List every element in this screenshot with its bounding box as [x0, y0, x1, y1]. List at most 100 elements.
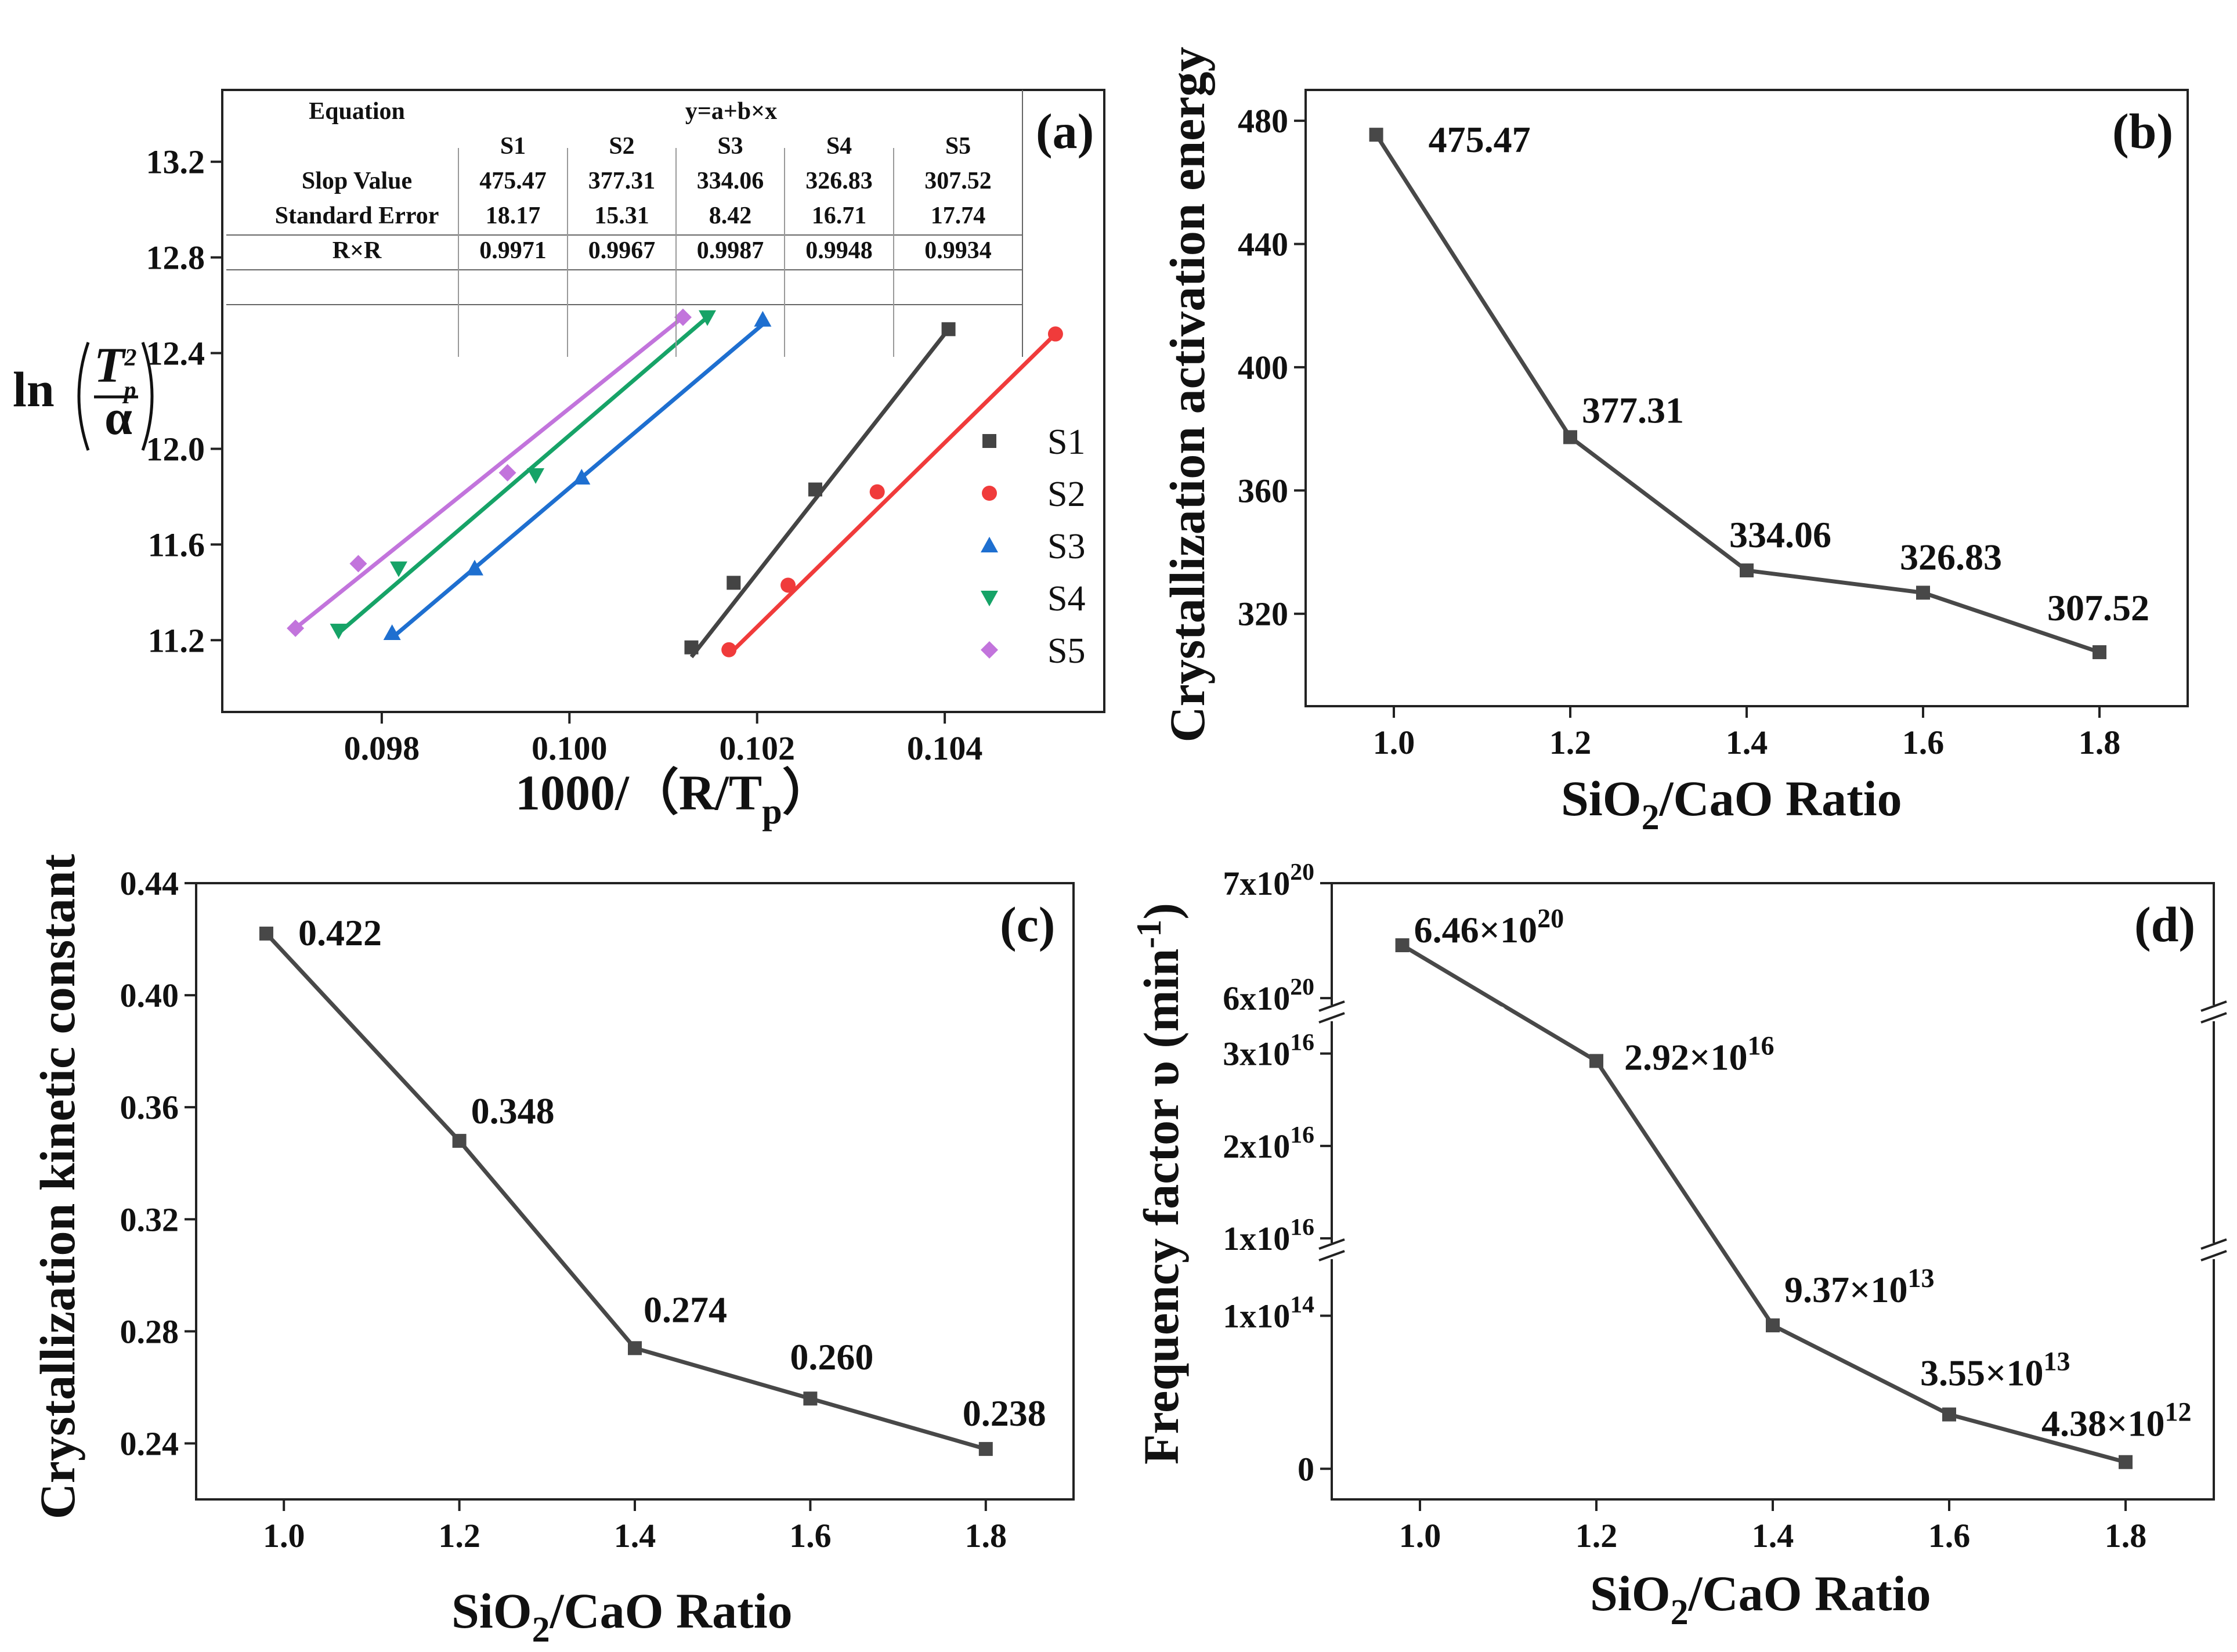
x-tick-label: 0.098 — [344, 729, 420, 767]
data-point — [1942, 1407, 1956, 1422]
y-tick-label: 12.4 — [146, 335, 205, 373]
data-label: 0.260 — [790, 1336, 873, 1378]
table-cell: 334.06 — [697, 168, 764, 194]
table-col-header: S3 — [717, 133, 743, 160]
x-tick-label: 1.8 — [2079, 724, 2121, 761]
x-tick-label: 1.2 — [1575, 1517, 1618, 1555]
data-point — [573, 468, 591, 485]
data-point — [452, 1134, 467, 1148]
axis-break-mark — [1318, 1012, 1345, 1024]
y-tick-label: 1x1016 — [1223, 1214, 1314, 1257]
x-tick-label: 1.2 — [438, 1517, 480, 1555]
data-point — [2119, 1455, 2133, 1469]
data-point — [259, 926, 273, 941]
data-label: 334.06 — [1729, 514, 1831, 555]
data-point — [1369, 128, 1383, 142]
axis-break-mark — [1318, 1000, 1345, 1012]
legend-marker — [981, 641, 998, 659]
panel-b-xlabel: SiO2/CaO Ratio — [1561, 771, 1902, 837]
x-tick-label: 0.102 — [719, 729, 795, 767]
y-tick-label: 0.40 — [120, 977, 179, 1014]
panel-d-xlabel: SiO2/CaO Ratio — [1590, 1566, 1931, 1632]
x-tick-label: 1.0 — [263, 1517, 305, 1555]
table-cell: 8.42 — [709, 203, 752, 229]
x-tick-label: 1.6 — [1902, 724, 1945, 761]
data-label: 0.422 — [298, 912, 382, 953]
data-label: 307.52 — [2047, 587, 2149, 628]
panel-d-tag: (d) — [2134, 897, 2195, 952]
fit-line — [294, 315, 685, 630]
x-tick-label: 1.4 — [614, 1517, 656, 1555]
x-tick-label: 1.6 — [1928, 1517, 1971, 1555]
table-equation: y=a+b×x — [685, 98, 777, 125]
panel-a-ylabel: ln T2 p α — [13, 337, 154, 451]
legend-label: S5 — [1047, 631, 1085, 671]
y-tick-label: 320 — [1238, 595, 1288, 633]
table-cell: 307.52 — [924, 168, 992, 194]
data-label: 3.55×1013 — [1920, 1347, 2070, 1394]
series-line-segment — [1595, 1060, 1775, 1327]
axis-break-mark — [2200, 1250, 2227, 1261]
data-point — [1916, 585, 1930, 600]
data-point — [684, 640, 699, 655]
y-tick-label: 480 — [1238, 102, 1288, 140]
series-line-segment — [1949, 1412, 2126, 1465]
x-tick-label: 1.8 — [2105, 1517, 2147, 1555]
table-cell: 0.9934 — [924, 237, 992, 264]
fit-line — [337, 316, 709, 635]
panel-c-frame — [195, 882, 1075, 1501]
panel-c-ylabel: Crystallization kinetic constant — [30, 854, 85, 1519]
data-point — [383, 624, 401, 640]
axis-break-mark — [2200, 1238, 2227, 1250]
table-cell: 17.74 — [931, 203, 986, 229]
table-cell: 0.9967 — [588, 237, 656, 264]
panel-d-ylabel: Frequency factor υ (min-1) — [1130, 903, 1189, 1465]
series-s5 — [287, 308, 692, 637]
legend-marker — [981, 537, 998, 552]
series-line-segment — [1772, 1323, 1950, 1416]
series-s1 — [684, 322, 956, 659]
y-tick-label: 0 — [1298, 1450, 1314, 1488]
data-label: 4.38×1012 — [2041, 1397, 2192, 1444]
y-tick-label: 0.36 — [120, 1089, 179, 1126]
series-s2 — [721, 326, 1063, 657]
y-tick-label: 0.32 — [120, 1201, 179, 1238]
data-point — [808, 482, 822, 497]
x-tick-label: 1.0 — [1373, 724, 1415, 761]
series-s4 — [330, 310, 716, 639]
data-point — [390, 561, 407, 577]
data-point — [1766, 1318, 1780, 1333]
panel-b-tag: (b) — [2112, 103, 2173, 159]
x-tick-label: 1.8 — [965, 1517, 1007, 1555]
panel-b-plot: 320 360 400 440 480 1.0 1.2 1.4 1.6 1.8 475.47 377.… — [1238, 102, 2149, 761]
data-point — [330, 623, 348, 639]
series-s3 — [383, 310, 772, 640]
table-cell: 326.83 — [805, 168, 873, 194]
y-tick-label: 7x1020 — [1223, 859, 1314, 902]
axis-break-mark — [1318, 1250, 1345, 1261]
table-row-label: Standard Error — [275, 203, 439, 229]
y-tick-label: 13.2 — [146, 143, 205, 181]
table-cell: 475.47 — [479, 168, 547, 194]
data-point — [628, 1341, 642, 1355]
data-point — [2093, 645, 2106, 659]
ylabel-numerator: T2 p — [94, 337, 137, 404]
data-point — [727, 576, 741, 590]
table-col-header: S4 — [826, 133, 852, 160]
data-point — [498, 464, 516, 482]
y-tick-label: 12.0 — [146, 430, 205, 468]
legend-label: S4 — [1047, 579, 1085, 619]
data-point — [699, 310, 716, 326]
table-equation-label: Equation — [309, 98, 405, 125]
axis-break-mark — [1318, 1238, 1345, 1250]
line-break-gap — [1705, 1244, 1719, 1258]
table-cell: 16.71 — [812, 203, 867, 229]
table-col-header: S1 — [500, 133, 526, 160]
y-tick-label: 0.44 — [120, 865, 179, 902]
x-tick-label: 0.104 — [907, 729, 983, 767]
data-point — [527, 468, 545, 484]
table-cell: 0.9971 — [479, 237, 547, 264]
y-tick-label: 400 — [1238, 349, 1288, 386]
data-label: 0.238 — [963, 1393, 1046, 1434]
panel-c-tag: (c) — [1000, 897, 1055, 952]
